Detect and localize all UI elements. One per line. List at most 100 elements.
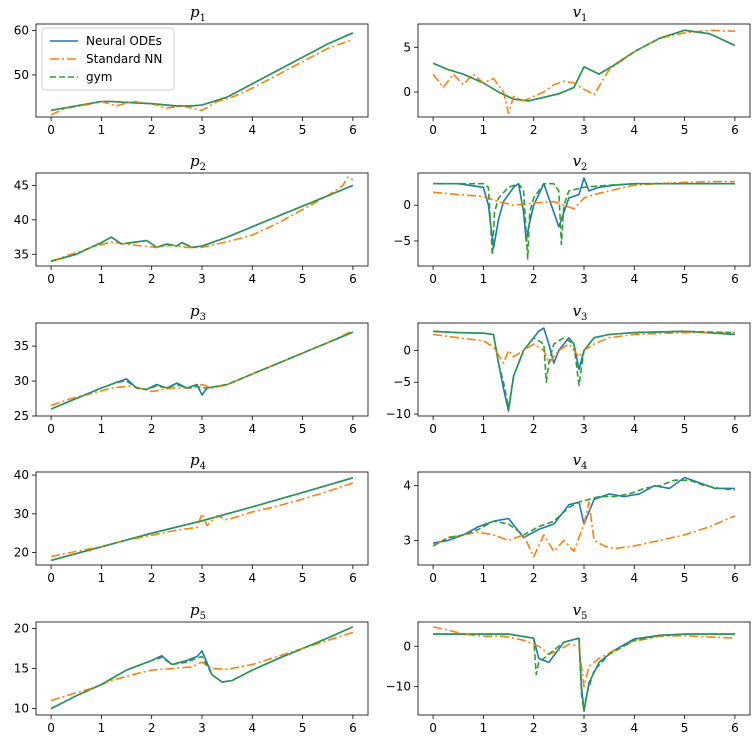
subplot-v5: 0 1 2 3 4 5 6 −10 0 v5 <box>386 601 751 735</box>
series-line-gym <box>432 479 735 547</box>
subplot-title: v3 <box>573 302 588 323</box>
y-tick-label: 45 <box>14 178 29 192</box>
series-line-neural-odes <box>433 177 735 249</box>
series-line-neural-odes <box>433 633 735 712</box>
subplot-title: v4 <box>573 451 588 472</box>
axes-frame <box>35 621 369 716</box>
y-tick-label: 0 <box>403 85 411 99</box>
x-tick-label: 0 <box>47 272 55 286</box>
y-tick-label: 0 <box>403 343 411 357</box>
series-line-neural-odes <box>432 476 735 544</box>
y-tick-label: 25 <box>14 409 29 423</box>
subplot-title: v1 <box>573 3 588 24</box>
x-tick-label: 4 <box>248 571 256 585</box>
x-tick-label: 5 <box>299 721 307 735</box>
x-tick-label: 0 <box>47 422 55 436</box>
x-tick-label: 3 <box>580 422 588 436</box>
y-tick-label: 30 <box>14 374 29 388</box>
y-tick-label: −5 <box>393 234 411 248</box>
series-line-gym <box>432 29 736 102</box>
x-tick-label: 0 <box>429 422 437 436</box>
subplot-title: p2 <box>190 152 206 173</box>
x-tick-label: 5 <box>299 571 307 585</box>
subplot-title: v5 <box>573 601 588 622</box>
x-tick-label: 0 <box>47 571 55 585</box>
series-line-gym <box>50 184 354 262</box>
subplot-v4: 0 1 2 3 4 5 6 3 4 v4 <box>403 451 751 585</box>
x-tick-label: 6 <box>731 123 739 137</box>
series-line-neural-odes <box>50 184 354 262</box>
x-tick-label: 1 <box>480 272 488 286</box>
x-tick-label: 4 <box>630 123 638 137</box>
series-line-gym <box>433 182 735 260</box>
series-line-neural-odes <box>432 29 736 102</box>
y-tick-label: 35 <box>14 339 29 353</box>
y-tick-label: 5 <box>403 40 411 54</box>
y-tick-label: 15 <box>14 662 29 676</box>
axes-frame <box>417 621 751 716</box>
x-tick-label: 0 <box>47 721 55 735</box>
y-tick-label: −10 <box>386 407 411 421</box>
x-tick-label: 6 <box>731 571 739 585</box>
x-tick-label: 2 <box>148 123 156 137</box>
subplot-p5: 0 1 2 3 4 5 6 10 15 20 p5 <box>14 601 369 735</box>
y-tick-label: −5 <box>393 375 411 389</box>
axes-frame <box>417 322 751 417</box>
legend-box <box>41 27 175 91</box>
x-tick-label: 2 <box>530 422 538 436</box>
x-tick-label: 0 <box>47 123 55 137</box>
y-tick-label: 3 <box>403 533 411 547</box>
x-tick-label: 1 <box>98 571 106 585</box>
y-tick-label: 40 <box>14 213 29 227</box>
series-line-neural-odes <box>433 327 735 412</box>
legend-label: Standard NN <box>86 52 162 66</box>
y-tick-label: 35 <box>14 247 29 261</box>
x-tick-label: 4 <box>630 571 638 585</box>
series-line-gym <box>50 331 354 410</box>
series-line-standard-nn <box>432 331 735 364</box>
x-tick-label: 4 <box>630 721 638 735</box>
axes-frame <box>35 322 369 417</box>
x-tick-label: 0 <box>429 272 437 286</box>
x-tick-label: 5 <box>299 422 307 436</box>
y-tick-label: 20 <box>14 621 29 635</box>
x-tick-label: 2 <box>148 571 156 585</box>
series-line-gym <box>50 477 354 562</box>
y-tick-label: 0 <box>403 639 411 653</box>
subplot-p4: 0 1 2 3 4 5 6 20 30 40 p4 <box>14 451 369 585</box>
x-tick-label: 2 <box>148 422 156 436</box>
x-tick-label: 1 <box>480 571 488 585</box>
x-tick-label: 0 <box>429 721 437 735</box>
y-tick-label: 30 <box>14 507 29 521</box>
x-tick-label: 6 <box>349 272 357 286</box>
x-tick-label: 4 <box>630 272 638 286</box>
x-tick-label: 1 <box>98 123 106 137</box>
x-tick-label: 1 <box>480 123 488 137</box>
x-tick-label: 6 <box>731 721 739 735</box>
x-tick-label: 1 <box>480 721 488 735</box>
x-tick-label: 5 <box>681 571 689 585</box>
x-tick-label: 2 <box>148 272 156 286</box>
series-line-gym <box>50 32 354 112</box>
y-tick-label: 10 <box>14 702 29 716</box>
subplot-v1: 0 1 2 3 4 5 6 0 5 v1 <box>403 3 751 137</box>
series-line-standard-nn <box>433 180 735 210</box>
series-line-standard-nn <box>432 29 735 115</box>
series-line-gym <box>433 330 735 409</box>
x-tick-label: 6 <box>349 123 357 137</box>
x-tick-label: 5 <box>299 123 307 137</box>
subplot-p1: 0 1 2 3 4 5 6 50 60 p1 Neural ODEs Standard NN gym <box>14 3 369 137</box>
x-tick-label: 1 <box>98 272 106 286</box>
x-tick-label: 1 <box>98 721 106 735</box>
x-tick-label: 3 <box>198 422 206 436</box>
legend: Neural ODEs Standard NN gym <box>41 27 175 91</box>
x-tick-label: 4 <box>248 721 256 735</box>
x-tick-label: 6 <box>349 721 357 735</box>
x-tick-label: 2 <box>530 571 538 585</box>
x-tick-label: 3 <box>580 571 588 585</box>
x-tick-label: 2 <box>530 123 538 137</box>
x-tick-label: 3 <box>198 721 206 735</box>
subplot-v3: 0 1 2 3 4 5 6 −10 −5 0 v3 <box>386 302 751 436</box>
